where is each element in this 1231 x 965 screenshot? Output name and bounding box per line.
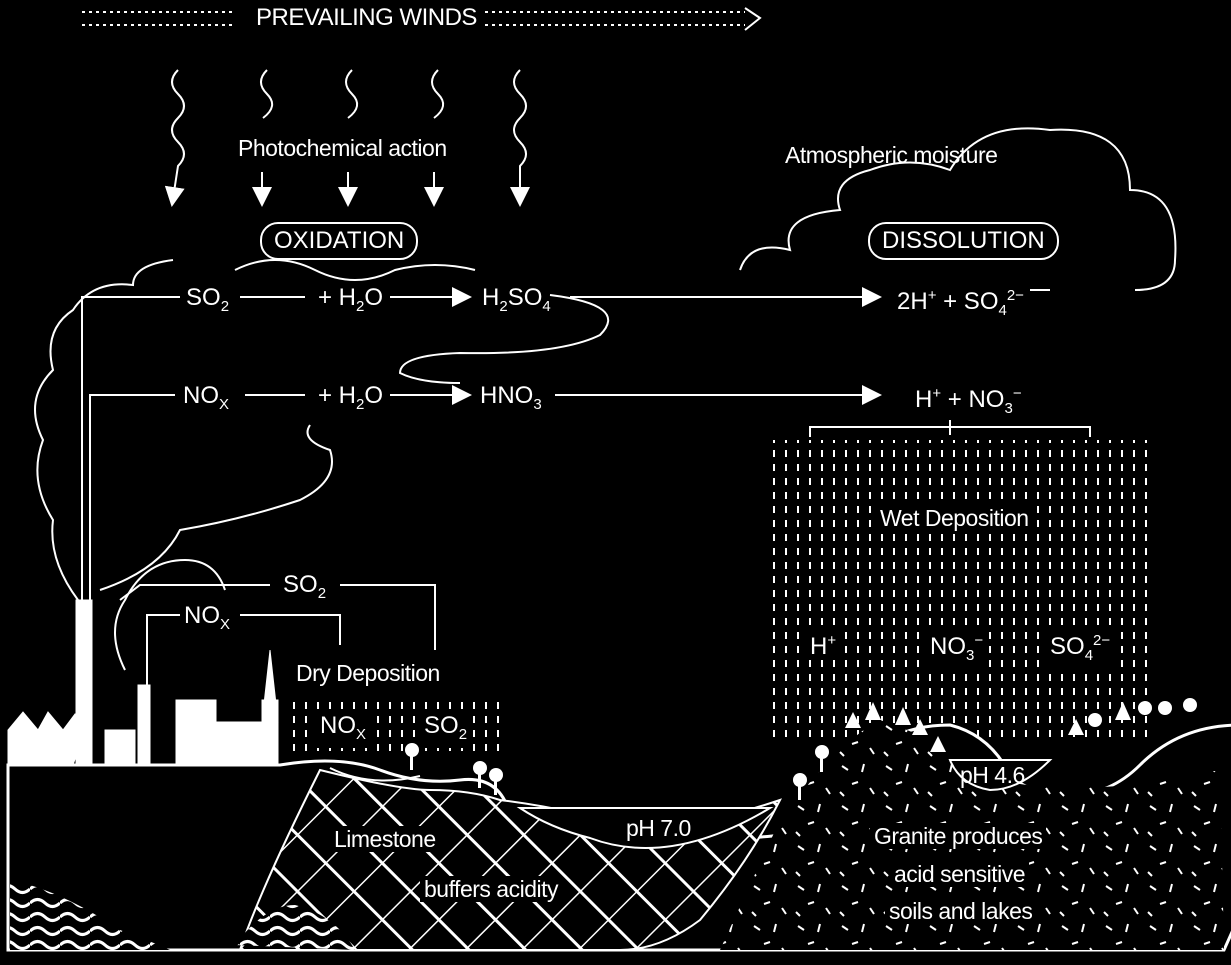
limestone-label-2: buffers acidity xyxy=(420,876,562,902)
granite-label-3: soils and lakes xyxy=(885,898,1037,924)
cloud-outline xyxy=(739,127,1177,291)
limestone-label-1: Limestone xyxy=(330,826,440,852)
dissolution-badge: DISSOLUTION xyxy=(868,222,1059,260)
h2o-label-1: + H2O xyxy=(318,284,384,315)
wet-h-label: H+ xyxy=(806,628,841,660)
h2o-label-2: + H2O xyxy=(318,382,384,413)
dry-so2-label: SO2 xyxy=(283,571,327,602)
h2so4-label: H2SO4 xyxy=(482,284,551,315)
dry-nox-particles: NOX xyxy=(316,713,371,748)
dry-deposition-label: Dry Deposition xyxy=(296,660,440,686)
nox-label: NOX xyxy=(183,382,230,413)
city-buildings xyxy=(7,599,279,766)
smoke-plumes xyxy=(34,259,610,671)
atmospheric-moisture-label: Atmospheric moisture xyxy=(785,142,998,168)
ph-acid-label: pH 4.6 xyxy=(960,762,1025,788)
oxidation-badge: OXIDATION xyxy=(260,222,419,260)
stack-lines xyxy=(81,296,436,685)
prevailing-winds-arrow xyxy=(82,7,762,31)
wet-no3-label: NO3− xyxy=(926,628,988,669)
nitrate-ions-label: H+ + NO3− xyxy=(915,385,1022,417)
sulfate-ions-label: 2H+ + SO42− xyxy=(897,287,1024,319)
prevailing-winds-label: PREVAILING WINDS xyxy=(252,5,481,31)
photochemical-label: Photochemical action xyxy=(238,135,447,161)
ph-neutral-label: pH 7.0 xyxy=(626,815,691,841)
granite-label-1: Granite produces xyxy=(870,823,1047,849)
granite-label-2: acid sensitive xyxy=(890,861,1030,887)
dry-so2-particles: SO2 xyxy=(420,713,472,748)
terrain xyxy=(6,720,1231,952)
hno3-label: HNO3 xyxy=(480,382,542,413)
so2-label: SO2 xyxy=(186,284,230,315)
reaction-arrows xyxy=(240,287,1050,405)
wet-so4-label: SO42− xyxy=(1046,628,1115,669)
wet-rain xyxy=(770,440,1150,740)
wet-deposition-label: Wet Deposition xyxy=(876,505,1033,531)
sunlight-rays xyxy=(164,69,530,207)
dry-nox-label: NOX xyxy=(184,602,231,633)
trees xyxy=(405,698,1197,800)
